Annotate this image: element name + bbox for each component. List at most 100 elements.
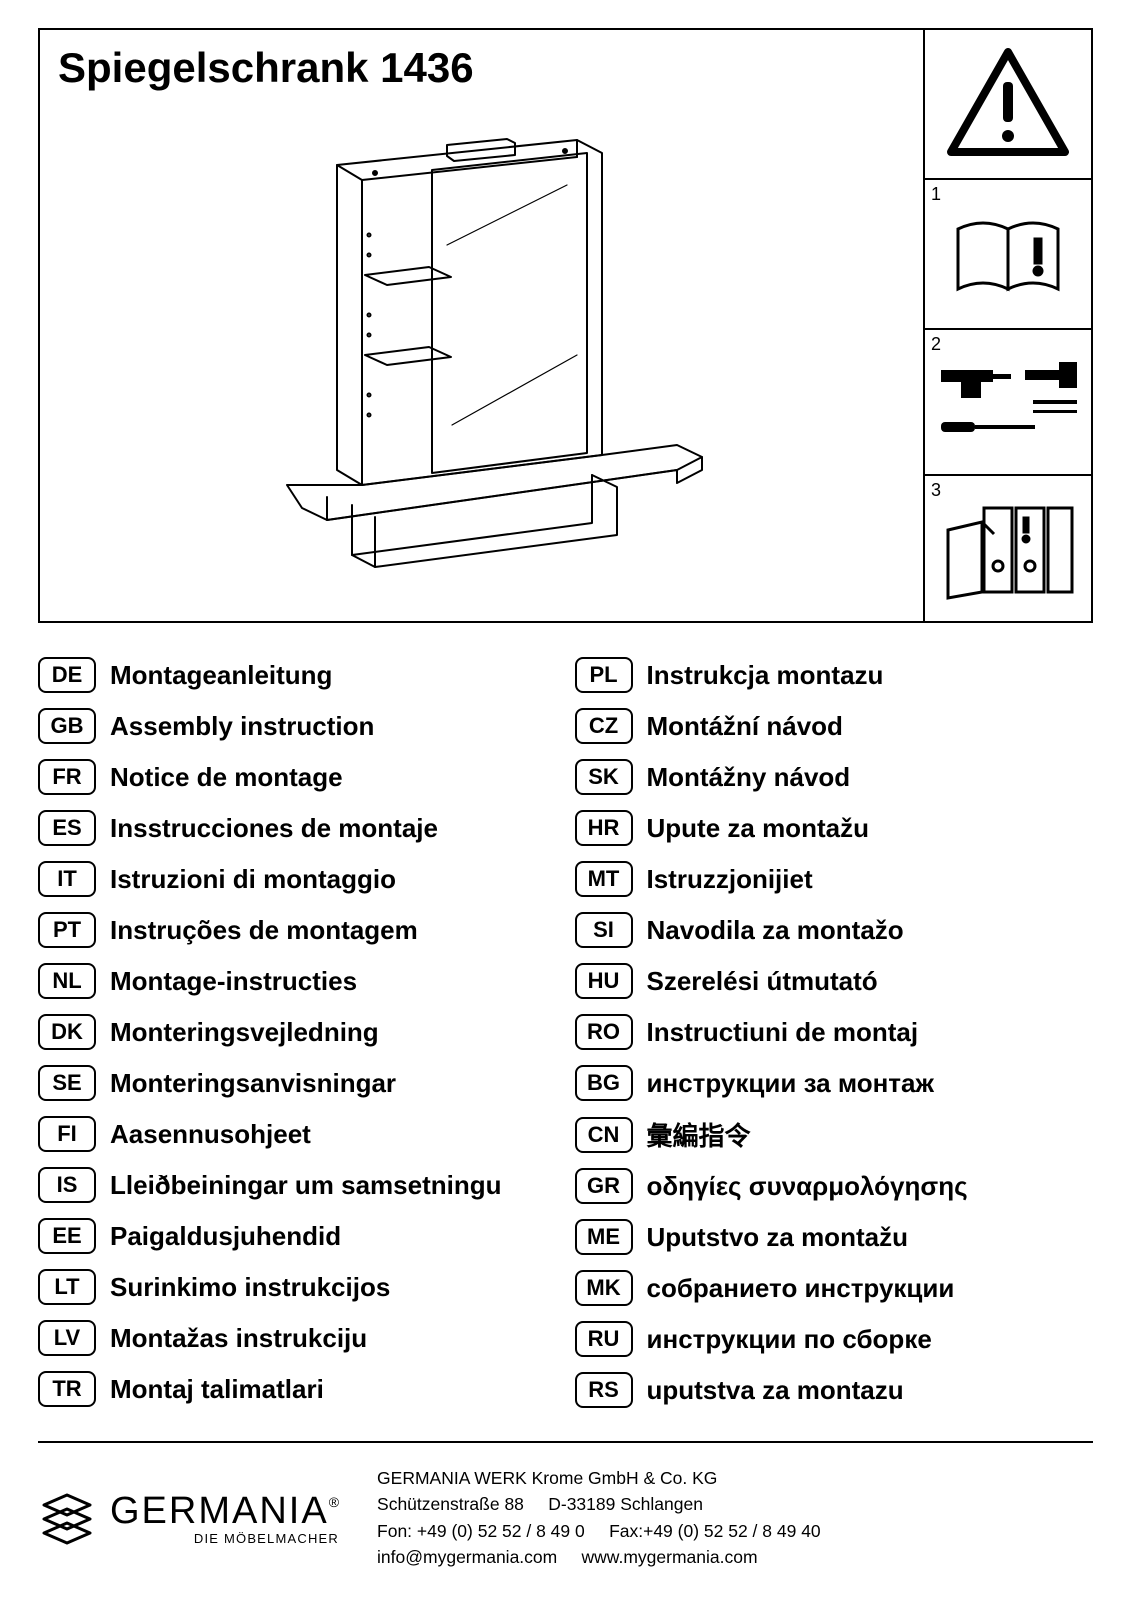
lang-row: MEUputstvo za montažu [575, 1219, 1094, 1255]
lang-row: GR οδηγίες συναρμολόγησης [575, 1168, 1094, 1204]
lang-code-badge: GB [38, 708, 96, 744]
lang-label: οδηγίες συναρμολόγησης [647, 1171, 968, 1202]
lang-label: Lleiðbeiningar um samsetningu [110, 1170, 502, 1201]
lang-row: CZ Montážní návod [575, 708, 1094, 744]
logo: GERMANIA ® DIE MÖBELMACHER [38, 1490, 339, 1546]
logo-sub: DIE MÖBELMACHER [194, 1531, 339, 1546]
side-column: 1 2 [923, 30, 1091, 621]
top-section: Spiegelschrank 1436 [38, 28, 1093, 623]
lang-label: Montage-instructies [110, 966, 357, 997]
lang-code-badge: PT [38, 912, 96, 948]
lang-label: Monteringsvejledning [110, 1017, 379, 1048]
warning-box [925, 30, 1091, 180]
step-1-box: 1 [925, 180, 1091, 330]
lang-label: Istruzzjonijiet [647, 864, 813, 895]
lang-code-badge: RU [575, 1321, 633, 1357]
lang-row: PTInstruções de montagem [38, 912, 557, 948]
lang-row: FRNotice de montage [38, 759, 557, 795]
step-number: 2 [931, 334, 941, 355]
lang-label: Paigaldusjuhendid [110, 1221, 341, 1252]
lang-label: Montažas instrukciju [110, 1323, 367, 1354]
logo-reg: ® [329, 1494, 339, 1510]
lang-code-badge: GR [575, 1168, 633, 1204]
lang-row: GB Assembly instruction [38, 708, 557, 744]
lang-code-badge: CZ [575, 708, 633, 744]
contact-web: www.mygermania.com [582, 1547, 758, 1567]
lang-code-badge: HR [575, 810, 633, 846]
lang-col-left: DE Montageanleitung GB Assembly instruction… [38, 657, 557, 1423]
lang-label: Monteringsanvisningar [110, 1068, 396, 1099]
contact-fax: Fax:+49 (0) 52 52 / 8 49 40 [609, 1521, 821, 1541]
manual-icon [948, 209, 1068, 299]
lang-code-badge: SK [575, 759, 633, 795]
lang-row: LT Surinkimo instrukcijos [38, 1269, 557, 1305]
lang-label: Montážny návod [647, 762, 851, 793]
lang-row: ROInstructiuni de montaj [575, 1014, 1094, 1050]
binders-icon [938, 494, 1078, 604]
lang-label: Navodila za montažo [647, 915, 904, 946]
lang-label: Aasennusohjeet [110, 1119, 311, 1150]
product-title: Spiegelschrank 1436 [40, 30, 923, 106]
lang-row: MTIstruzzjonijiet [575, 861, 1094, 897]
lang-code-badge: FI [38, 1116, 96, 1152]
lang-row: IS Lleiðbeiningar um samsetningu [38, 1167, 557, 1203]
lang-code-badge: SE [38, 1065, 96, 1101]
lang-code-badge: RO [575, 1014, 633, 1050]
lang-label: Upute za montažu [647, 813, 869, 844]
lang-code-badge: TR [38, 1371, 96, 1407]
step-2-box: 2 [925, 330, 1091, 476]
lang-row: EE Paigaldusjuhendid [38, 1218, 557, 1254]
lang-label: Montážní návod [647, 711, 843, 742]
lang-row: SE Monteringsanvisningar [38, 1065, 557, 1101]
language-grid: DE Montageanleitung GB Assembly instruction… [38, 657, 1093, 1423]
logo-icon [38, 1491, 96, 1545]
lang-code-badge: LT [38, 1269, 96, 1305]
lang-code-badge: CN [575, 1117, 633, 1153]
lang-row: RS uputstva za montazu [575, 1372, 1094, 1408]
lang-code-badge: RS [575, 1372, 633, 1408]
contact-phone: Fon: +49 (0) 52 52 / 8 49 0 [377, 1521, 585, 1541]
lang-code-badge: LV [38, 1320, 96, 1356]
lang-code-badge: SI [575, 912, 633, 948]
lang-code-badge: DE [38, 657, 96, 693]
lang-row: IT Istruzioni di montaggio [38, 861, 557, 897]
lang-label: Montageanleitung [110, 660, 332, 691]
lang-row: RUинструкции по сборке [575, 1321, 1094, 1357]
step-number: 3 [931, 480, 941, 501]
lang-code-badge: IS [38, 1167, 96, 1203]
lang-row: NL Montage-instructies [38, 963, 557, 999]
lang-label: Szerelési útmutató [647, 966, 878, 997]
lang-code-badge: PL [575, 657, 633, 693]
lang-row: SK Montážny návod [575, 759, 1094, 795]
lang-label: 彙編指令 [647, 1116, 751, 1153]
lang-label: uputstva za montazu [647, 1375, 904, 1406]
lang-label: Surinkimo instrukcijos [110, 1272, 390, 1303]
lang-code-badge: EE [38, 1218, 96, 1254]
lang-label: Uputstvo za montažu [647, 1222, 908, 1253]
lang-code-badge: IT [38, 861, 96, 897]
lang-row: PLInstrukcja montazu [575, 657, 1094, 693]
product-illustration [247, 125, 717, 595]
lang-label: Notice de montage [110, 762, 343, 793]
lang-code-badge: MK [575, 1270, 633, 1306]
lang-row: LV Montažas instrukciju [38, 1320, 557, 1356]
lang-label: Istruzioni di montaggio [110, 864, 396, 895]
lang-row: FI Aasennusohjeet [38, 1116, 557, 1152]
footer: GERMANIA ® DIE MÖBELMACHER GERMANIA WERK… [38, 1441, 1093, 1570]
lang-row: DKMonteringsvejledning [38, 1014, 557, 1050]
lang-label: инструкции за монтаж [647, 1068, 934, 1099]
contact-city: D-33189 Schlangen [548, 1494, 703, 1514]
warning-icon [943, 44, 1073, 164]
lang-code-badge: ES [38, 810, 96, 846]
logo-name: GERMANIA [110, 1490, 329, 1533]
lang-row: MK собранието инструкции [575, 1270, 1094, 1306]
lang-code-badge: NL [38, 963, 96, 999]
lang-row: BGинструкции за монтаж [575, 1065, 1094, 1101]
contact-block: GERMANIA WERK Krome GmbH & Co. KG Schütz… [377, 1465, 821, 1570]
lang-label: собранието инструкции [647, 1273, 955, 1304]
step-number: 1 [931, 184, 941, 205]
lang-label: Assembly instruction [110, 711, 374, 742]
step-3-box: 3 [925, 476, 1091, 621]
lang-row: SI Navodila za montažo [575, 912, 1094, 948]
lang-row: HUSzerelési útmutató [575, 963, 1094, 999]
